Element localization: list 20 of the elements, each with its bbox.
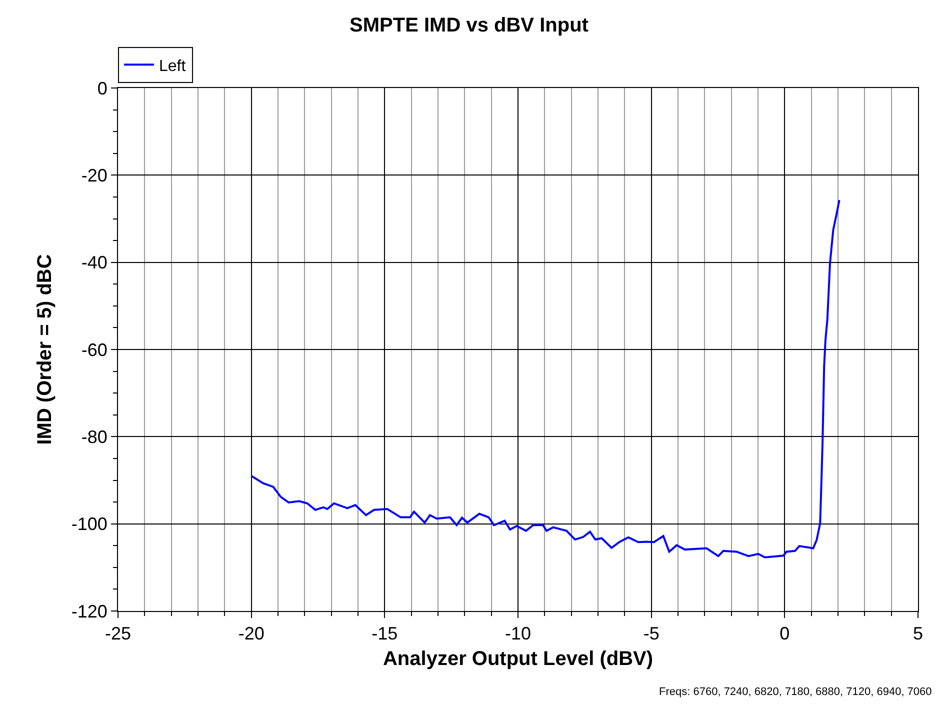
y-tick-label: -60 bbox=[81, 340, 108, 360]
x-tick-label: 5 bbox=[912, 624, 924, 644]
x-axis-title: Analyzer Output Level (dBV) bbox=[382, 648, 654, 670]
y-axis-title: IMD (Order = 5) dBC bbox=[34, 254, 56, 445]
y-tick-label: -80 bbox=[81, 426, 108, 447]
line-series bbox=[250, 199, 840, 558]
y-tick-label: -40 bbox=[81, 252, 108, 273]
x-tick-label: 0 bbox=[780, 624, 790, 644]
y-tick-label: -20 bbox=[81, 165, 108, 186]
x-tick-label: -20 bbox=[238, 624, 264, 644]
text: Freqs: 6760, 7240, 6820, 7180, 6880, 7120, 6940, 7060 bbox=[659, 686, 932, 698]
y-tick-label: -100 bbox=[71, 514, 108, 534]
x-tick-label: -10 bbox=[504, 624, 532, 644]
x-tick-label: -5 bbox=[643, 624, 660, 644]
x-tick-label: -15 bbox=[372, 624, 398, 644]
y-tick-label: -120 bbox=[71, 601, 108, 622]
chart-title: SMPTE IMD vs dBV Input bbox=[350, 14, 589, 37]
y-tick-label: 0 bbox=[97, 78, 108, 98]
x-tick-label: -25 bbox=[104, 624, 132, 644]
legend-label: Left bbox=[159, 58, 186, 75]
